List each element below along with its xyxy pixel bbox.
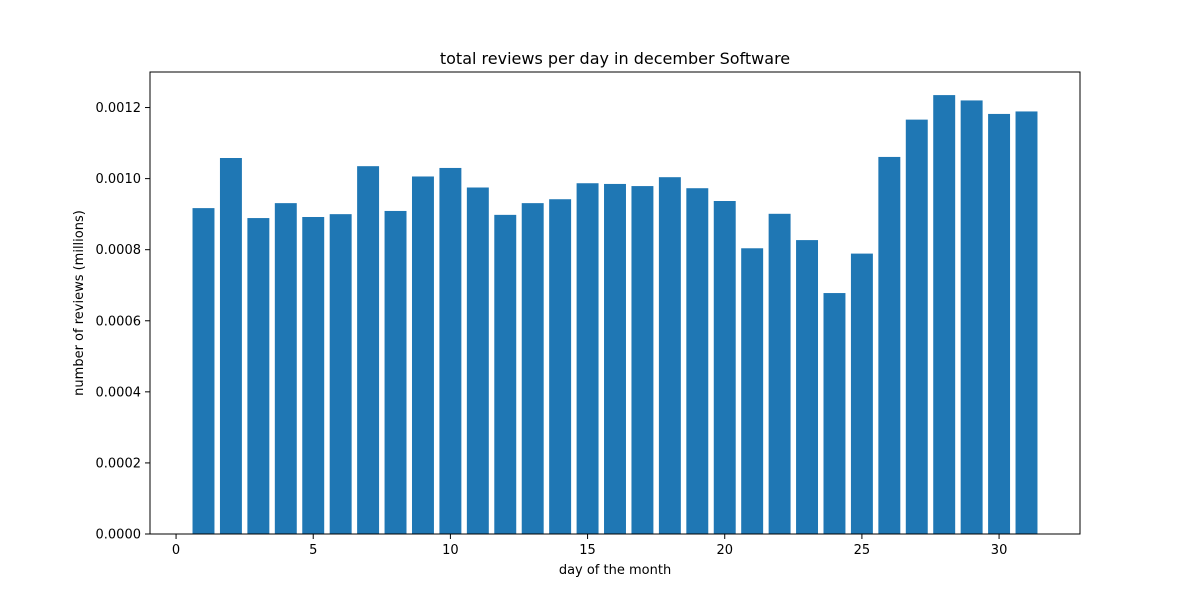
x-tick-label: 15 [579,543,596,558]
bar-day-14 [549,199,572,534]
bar-day-27 [905,119,928,535]
bar-day-16 [604,183,626,534]
bar-day-25 [850,253,873,534]
bar-day-28 [933,95,956,534]
bar-day-29 [960,100,983,534]
chart-title: total reviews per day in december Softwa… [440,49,790,68]
bar-day-18 [658,177,681,534]
x-tick-label: 5 [309,543,317,558]
y-tick-label: 0.0012 [96,101,142,116]
x-axis-ticks: 0 5 10 15 20 25 30 [172,534,1007,558]
x-tick-label: 0 [172,543,180,558]
bar-day-12 [494,214,517,534]
bar-day-3 [247,218,270,534]
bars-group [192,95,1038,535]
bar-day-10 [439,167,462,534]
bar-day-22 [768,213,791,534]
bar-day-17 [631,186,654,534]
bar-day-5 [302,216,325,534]
y-tick-label: 0.0002 [96,456,142,471]
bar-day-15 [576,183,599,534]
bar-day-9 [411,176,434,534]
y-tick-label: 0.0000 [96,528,142,543]
x-tick-label: 30 [991,543,1008,558]
bar-day-13 [521,203,544,535]
x-tick-label: 20 [716,543,733,558]
x-tick-label: 25 [854,543,871,558]
bar-day-4 [274,203,297,535]
y-tick-label: 0.0006 [96,314,142,329]
bar-day-31 [1015,111,1038,534]
x-tick-label: 10 [442,543,459,558]
bar-day-11 [466,187,489,534]
y-tick-label: 0.0004 [96,385,142,400]
bar-day-2 [219,158,242,534]
bar-day-20 [713,201,736,534]
bar-day-8 [384,210,407,534]
bar-day-21 [741,248,764,535]
bar-day-30 [988,113,1011,534]
bar-day-26 [878,156,901,534]
bar-day-24 [823,293,846,534]
y-axis-label: number of reviews (millions) [72,210,87,396]
x-axis-label: day of the month [559,563,671,578]
bar-day-23 [796,240,819,534]
bar-day-6 [329,214,352,534]
y-tick-label: 0.0010 [96,172,142,187]
bar-day-7 [357,166,380,534]
plot-frame [149,71,1081,535]
y-axis-ticks: 0.0000 0.0002 0.0004 0.0006 0.0008 0.0010 0.00… [96,101,150,543]
bar-day-19 [686,188,709,535]
bar-day-1 [192,208,215,534]
y-tick-label: 0.0008 [96,243,142,258]
